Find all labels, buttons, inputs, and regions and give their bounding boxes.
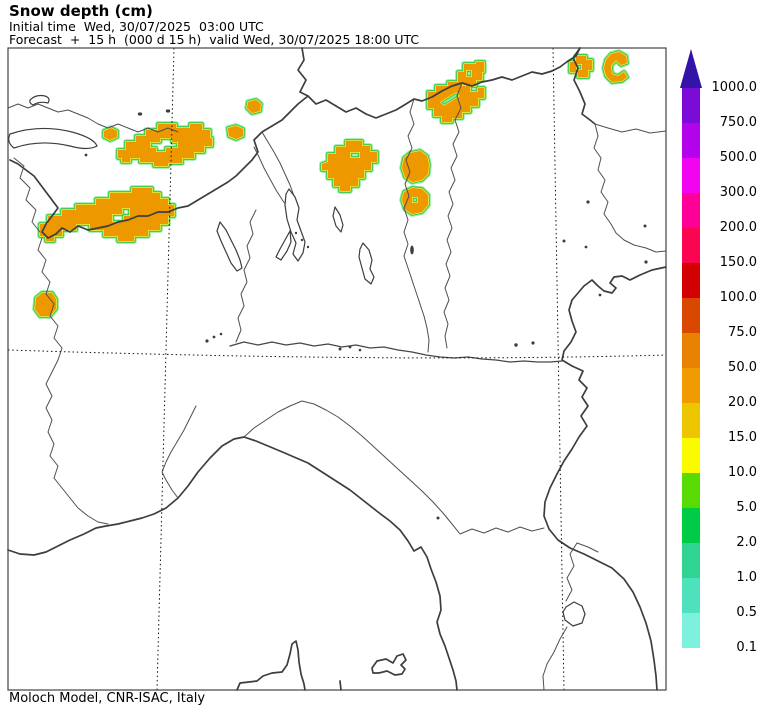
forecast-valid-line: Forecast + 15 h (000 d 15 h) valid Wed, … (9, 32, 420, 47)
legend-segment (682, 158, 700, 193)
alpine-lake-dot (165, 109, 171, 113)
islet-tick (339, 680, 342, 691)
lake-trasimeno (562, 601, 586, 627)
colorbar-arrow (680, 49, 702, 88)
regional-borders (161, 82, 599, 691)
swiss-northwest-border (7, 103, 179, 133)
legend-segment (682, 298, 700, 333)
legend-segment (682, 578, 700, 613)
alpine-lake-dot (137, 112, 143, 116)
french-border (13, 157, 109, 525)
legend-segment (682, 333, 700, 368)
austria-border (572, 47, 596, 125)
lombardy-veneto-border (403, 98, 430, 353)
legend-segment (682, 403, 700, 438)
snow-fill-layer (35, 52, 627, 316)
slovenia-border (593, 123, 667, 253)
meridian-east (552, 47, 565, 691)
lake-iseo (332, 206, 344, 233)
lake-como (284, 188, 306, 262)
initial-time-line: Initial time Wed, 30/07/2025 03:00 UTC (9, 19, 264, 34)
alps-border-north (297, 47, 581, 119)
legend-segment (682, 368, 700, 403)
adriatic-coast (543, 266, 667, 691)
colorbar-segments (682, 88, 700, 648)
contour-ring-mid-layer (33, 50, 629, 318)
legend-segment (682, 438, 700, 473)
lake-geneva (8, 127, 98, 150)
lake-maggiore (216, 221, 243, 272)
legend-segment (682, 193, 700, 228)
map-frame (7, 47, 667, 691)
corsica-coast (236, 640, 306, 691)
apennine-crest-border (243, 400, 545, 535)
contour-ring-outer-layer (35, 52, 627, 316)
po-river-line (229, 341, 563, 363)
small-swiss-lake (29, 94, 50, 106)
elba-island (371, 653, 407, 676)
liguria-west-border (161, 405, 197, 499)
lakes (8, 94, 586, 627)
coastline-borders (7, 47, 667, 691)
parallel (7, 349, 667, 359)
legend-segment (682, 613, 700, 648)
piedmont-lombardy-border (235, 209, 257, 343)
tuscany-umbria-border (542, 542, 599, 691)
model-credit: Moloch Model, CNR-ISAC, Italy (9, 691, 206, 706)
legend-segment (682, 88, 700, 123)
ligurian-tyrrhenian-coast (7, 436, 458, 691)
snow-depth-patches (35, 52, 627, 316)
legend-segment (682, 473, 700, 508)
legend-segment (682, 263, 700, 298)
adige-valley-border (443, 82, 463, 349)
alps-border-west (9, 95, 309, 239)
lake-como-west-branch (275, 230, 292, 261)
small-lake-dot (410, 245, 414, 255)
contour-ring-inner-layer (34, 51, 628, 317)
graticule (7, 47, 667, 691)
legend-segment (682, 228, 700, 263)
border-to-east-edge (594, 123, 667, 134)
legend-segment (682, 508, 700, 543)
legend-segment (682, 123, 700, 158)
legend-segment (682, 543, 700, 578)
map-dots (84, 153, 648, 520)
page-title: Snow depth (cm) (9, 2, 153, 20)
lake-garda (358, 242, 375, 285)
